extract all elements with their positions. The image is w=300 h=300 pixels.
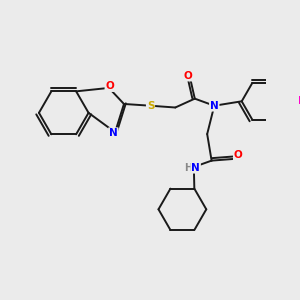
Text: O: O	[234, 150, 242, 160]
Text: S: S	[147, 101, 154, 111]
Text: N: N	[109, 128, 118, 138]
Text: O: O	[183, 70, 192, 81]
Text: H: H	[184, 163, 192, 173]
Text: N: N	[191, 163, 200, 173]
Text: N: N	[210, 101, 219, 111]
Text: O: O	[105, 81, 114, 91]
Text: F: F	[298, 96, 300, 106]
